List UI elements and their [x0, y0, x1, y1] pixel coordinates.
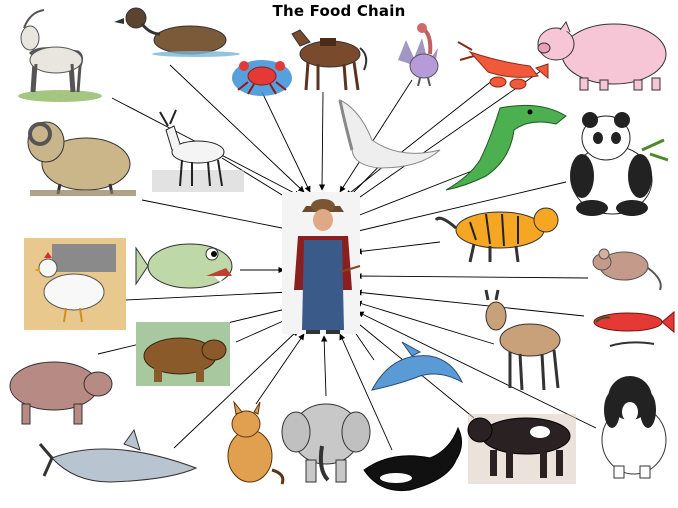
goat-icon — [18, 9, 102, 102]
elephant-icon — [281, 403, 371, 483]
arrows-group — [97, 64, 597, 451]
arrow-mouse-to-farmer — [355, 272, 589, 280]
arrow-shark-to-farmer — [173, 329, 299, 449]
ram-icon — [27, 121, 136, 196]
diagram-title: The Food Chain — [272, 2, 406, 20]
arrow-horse-to-farmer — [318, 91, 326, 191]
pig-icon — [537, 20, 667, 91]
farmer-person-icon — [282, 192, 361, 334]
arrow-ram-to-farmer — [141, 199, 293, 232]
arrow-duck-to-farmer — [169, 64, 305, 193]
crab-icon — [232, 60, 292, 96]
arrow-elephant-to-farmer — [321, 335, 328, 397]
arrow-panda-to-farmer — [353, 181, 567, 234]
arrow-donkey-to-farmer — [355, 300, 495, 345]
arrow-crab-to-farmer — [261, 91, 311, 193]
bear-icon — [136, 322, 230, 386]
duck-icon — [114, 7, 240, 57]
cow-icon — [467, 414, 576, 484]
mouse-icon — [592, 248, 662, 291]
chicken-icon — [24, 238, 126, 330]
arrow-whale-to-farmer — [339, 333, 393, 451]
arrow-chicken-to-farmer — [125, 289, 291, 301]
lobster-icon — [457, 41, 549, 90]
panda-icon — [570, 112, 669, 216]
donkey-icon — [484, 289, 561, 391]
dog-icon — [601, 376, 667, 479]
tiger-icon — [434, 207, 559, 263]
arrow-lobster-to-farmer — [345, 79, 494, 197]
deer-icon — [152, 109, 244, 192]
horse-icon — [291, 29, 368, 91]
boar-icon — [9, 361, 113, 425]
salmon-icon — [593, 310, 675, 347]
cat-icon — [227, 400, 285, 485]
arrow-cat-to-farmer — [255, 333, 305, 405]
turkey-icon — [398, 23, 439, 87]
shark-icon — [38, 428, 198, 483]
alligator-icon — [445, 104, 567, 191]
dolphin-icon — [371, 341, 464, 391]
arrow-salmon-to-farmer — [355, 289, 585, 317]
arrow-bear-to-farmer — [235, 317, 291, 343]
whale-icon — [363, 426, 462, 492]
arrow-turkey-to-farmer — [339, 79, 413, 193]
fish-icon — [135, 243, 233, 289]
arrow-tiger-to-farmer — [355, 241, 441, 255]
arrow-dog-to-farmer — [357, 311, 597, 429]
swan-icon — [338, 99, 441, 169]
